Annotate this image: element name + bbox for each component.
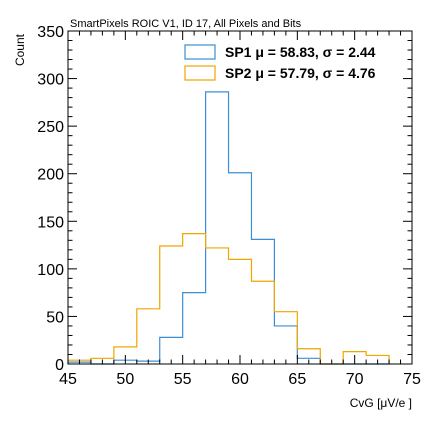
x-tick-label: 65 xyxy=(288,371,306,388)
y-tick-label: 300 xyxy=(37,72,64,89)
y-tick-label: 100 xyxy=(37,262,64,279)
y-tick-label: 50 xyxy=(46,309,64,326)
plot-area: 45 50 55 60 65 70 75 0 50 100 150 200 250 300 350 SP1 μ… xyxy=(37,24,421,388)
chart-title: SmartPixels ROIC V1, ID 17, All Pixels a… xyxy=(70,18,302,30)
y-tick-label: 150 xyxy=(37,214,64,231)
legend-label-1: SP1 μ = 58.83, σ = 2.44 xyxy=(225,44,376,60)
y-tick-label: 200 xyxy=(37,167,64,184)
x-tick-label: 70 xyxy=(346,371,364,388)
x-axis-label: CvG [μV/e ] xyxy=(350,396,412,410)
legend-swatch-1 xyxy=(184,44,216,60)
x-tick-label: 75 xyxy=(403,371,421,388)
legend-swatch-2 xyxy=(184,65,216,81)
y-tick-label: 0 xyxy=(55,357,64,374)
x-tick-label: 55 xyxy=(174,371,192,388)
series-1-histogram xyxy=(67,91,390,365)
y-axis-label: Count xyxy=(13,33,27,66)
y-tick-label: 350 xyxy=(37,24,64,41)
series-2-histogram xyxy=(67,233,390,365)
legend-label-2: SP2 μ = 57.79, σ = 4.76 xyxy=(225,65,376,81)
y-tick-label: 250 xyxy=(37,119,64,136)
x-tick-label: 45 xyxy=(59,371,77,388)
x-tick-label: 60 xyxy=(231,371,249,388)
x-tick-label: 50 xyxy=(116,371,134,388)
